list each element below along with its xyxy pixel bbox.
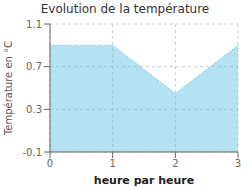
svg-text:2: 2 (172, 158, 178, 169)
svg-text:-0.1: -0.1 (22, 147, 42, 158)
svg-text:0: 0 (47, 158, 53, 169)
svg-text:heure par heure: heure par heure (94, 174, 194, 187)
html-text:Evolution de la température: Evolution de la température (40, 2, 210, 16)
svg-text:0.7: 0.7 (26, 61, 42, 72)
svg-text:1.1: 1.1 (26, 19, 42, 30)
svg-text:1: 1 (109, 158, 115, 169)
svg-text:3: 3 (235, 158, 241, 169)
svg-text:0.3: 0.3 (26, 104, 42, 115)
svg-text:Température en °C: Température en °C (8, 41, 14, 136)
